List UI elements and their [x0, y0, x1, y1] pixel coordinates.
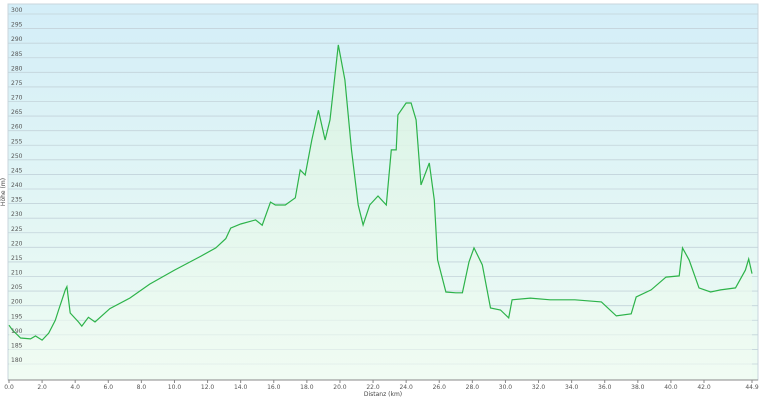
x-tick-label: 22.0	[366, 384, 380, 391]
x-tick-label: 4.0	[70, 384, 80, 391]
y-tick-label: 245	[11, 167, 23, 174]
x-tick-label: 30.0	[499, 384, 513, 391]
y-tick-label: 300	[11, 7, 23, 14]
y-tick-label: 250	[11, 153, 23, 160]
y-tick-label: 255	[11, 138, 23, 145]
x-tick-label: 0.0	[4, 384, 14, 391]
y-tick-label: 265	[11, 109, 23, 116]
x-tick-label: 32.0	[532, 384, 546, 391]
y-axis-label: Höhe (m)	[0, 178, 7, 206]
x-tick-label: 10.0	[168, 384, 182, 391]
y-tick-label: 185	[11, 342, 23, 349]
x-tick-label: 20.0	[333, 384, 347, 391]
y-tick-label: 270	[11, 95, 23, 102]
elevation-line	[8, 44, 753, 341]
y-tick-label: 260	[11, 124, 23, 131]
y-tick-label: 290	[11, 36, 23, 43]
y-tick-label: 235	[11, 197, 23, 204]
x-tick-label: 18.0	[300, 384, 314, 391]
x-tick-label: 26.0	[433, 384, 447, 391]
elevation-area	[9, 44, 752, 381]
x-tick-label: 2.0	[37, 384, 47, 391]
y-tick-label: 210	[11, 270, 23, 277]
y-tick-label: 280	[11, 65, 23, 72]
y-tick-label: 285	[11, 51, 23, 58]
y-tick-label: 240	[11, 182, 23, 189]
y-tick-label: 190	[11, 328, 23, 335]
x-tick-label: 36.0	[598, 384, 612, 391]
x-tick-label: 12.0	[201, 384, 215, 391]
x-tick-label: 6.0	[104, 384, 114, 391]
y-tick-label: 200	[11, 299, 23, 306]
x-tick-label: 28.0	[466, 384, 480, 391]
x-tick-label: 8.0	[137, 384, 147, 391]
x-tick-label: 38.0	[631, 384, 645, 391]
y-tick-label: 225	[11, 226, 23, 233]
x-tick-label: 44.9	[745, 384, 759, 391]
x-tick-label: 40.0	[664, 384, 678, 391]
x-tick-label: 34.0	[565, 384, 579, 391]
y-tick-labels: 180 185 190 195 200 205 210 215 220 225 230 235 240 2…	[11, 7, 23, 364]
y-tick-label: 275	[11, 80, 23, 87]
y-tick-label: 195	[11, 313, 23, 320]
x-tick-label: 16.0	[267, 384, 281, 391]
y-tick-label: 230	[11, 211, 23, 218]
x-tick-label: 14.0	[234, 384, 248, 391]
y-tick-label: 295	[11, 22, 23, 29]
x-axis-label: Distanz (km)	[364, 391, 402, 398]
y-tick-label: 220	[11, 240, 23, 247]
y-tick-label: 215	[11, 255, 23, 262]
x-tick-labels: 0.0 2.0 4.0 6.0 8.0 10.0 12.0 14.0 16.0 18.0 20.0 2…	[4, 380, 759, 391]
y-tick-label: 205	[11, 284, 23, 291]
x-tick-label: 24.0	[399, 384, 413, 391]
y-tick-label: 180	[11, 357, 23, 364]
x-tick-label: 42.0	[697, 384, 711, 391]
